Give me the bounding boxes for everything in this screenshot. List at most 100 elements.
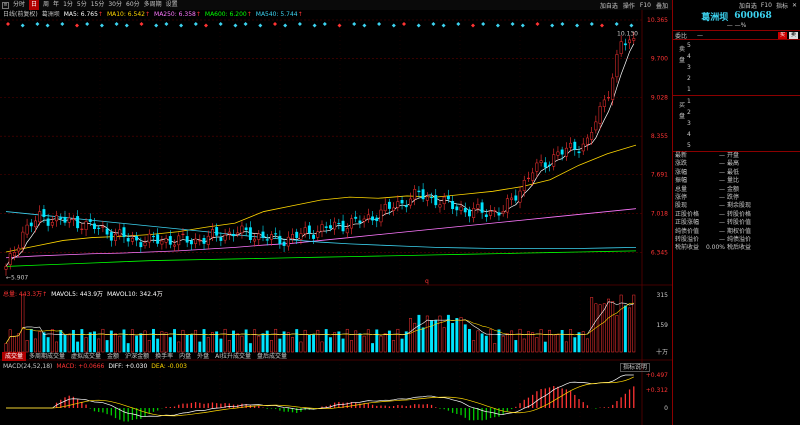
- candle-body: [628, 39, 632, 44]
- indicator-tab[interactable]: 多周期成交量: [29, 353, 66, 360]
- period-tab[interactable]: 日: [29, 0, 40, 10]
- period-tab[interactable]: 设置: [165, 1, 178, 8]
- volume-bar: [564, 341, 568, 353]
- buy-button[interactable]: 买: [777, 31, 787, 39]
- volume-bar: [581, 331, 585, 353]
- stat-row: 正股价格 — 转股价格: [675, 211, 798, 219]
- volume-bar: [375, 329, 379, 353]
- indicator-tab[interactable]: 内盘: [179, 353, 192, 360]
- candle-body: [505, 198, 509, 213]
- diff-line: [6, 374, 634, 417]
- candle-body: [168, 236, 172, 245]
- signal-marker: [352, 22, 357, 26]
- candle-body: [366, 214, 370, 219]
- price-axis-label: 7.018: [651, 210, 668, 217]
- signal-marker: [550, 23, 555, 28]
- stat-cell: —: [719, 177, 725, 185]
- signal-marker: [193, 22, 198, 26]
- volume-bar: [320, 341, 324, 353]
- candle-body: [446, 195, 450, 200]
- candle-body: [623, 43, 627, 46]
- kline-chart[interactable]: 10.365 9.700 9.028 8.355 7.691 7.018 6.345 10.1…: [0, 10, 672, 425]
- volume-bar: [623, 305, 627, 353]
- candle-body: [409, 198, 412, 206]
- indicator-tab[interactable]: 金额: [107, 353, 120, 360]
- signal-marker: [179, 23, 184, 28]
- toolbar-right-item[interactable]: 加自选: [599, 2, 618, 10]
- volume-bar: [522, 338, 526, 353]
- indicator-tab[interactable]: AI拉升成交量: [215, 353, 251, 360]
- sell-button[interactable]: 卖: [788, 31, 798, 39]
- volume-bar: [510, 330, 514, 353]
- panel-top-item[interactable]: F10: [760, 1, 772, 9]
- macd-name: MACD(24,52,18): [3, 363, 53, 370]
- dea-value: DEA: -0.003: [151, 363, 187, 370]
- stat-cell: [759, 169, 798, 177]
- volume-bar: [417, 314, 421, 353]
- candle-body: [101, 226, 105, 228]
- book-divider: [673, 95, 800, 96]
- volume-bar: [577, 332, 581, 353]
- toolbar-right-item[interactable]: 操作: [622, 2, 635, 10]
- stat-cell: 振幅: [675, 177, 688, 185]
- volume-bar: [468, 328, 471, 353]
- indicator-tab[interactable]: 成交量: [2, 352, 27, 361]
- toolbar-right-item[interactable]: F10: [639, 1, 651, 9]
- period-tab[interactable]: 多周期: [143, 1, 162, 8]
- stat-row: 振幅 — 量比: [675, 177, 798, 185]
- period-tab[interactable]: 年: [53, 1, 60, 8]
- panel-top-item[interactable]: 指标: [775, 2, 788, 10]
- volume-bar: [93, 331, 96, 353]
- candle-body: [93, 223, 96, 230]
- indicator-tab[interactable]: 虚拟成交量: [71, 353, 102, 360]
- volume-bar: [71, 329, 75, 353]
- signal-marker: [431, 22, 436, 26]
- close-icon[interactable]: ✕: [791, 1, 797, 9]
- stat-cell: —: [719, 193, 725, 201]
- volume-bar: [118, 335, 122, 353]
- volume-bar: [185, 334, 189, 353]
- indicator-tab[interactable]: 外盘: [197, 353, 210, 360]
- signal-marker: [510, 22, 515, 26]
- candle-body: [345, 228, 349, 234]
- candle-body: [602, 99, 606, 107]
- indicator-tab[interactable]: 盘后成交量: [257, 353, 288, 360]
- volume-bar: [421, 327, 425, 353]
- volume-bar: [366, 329, 370, 353]
- menu-icon[interactable]: ≡: [2, 1, 9, 9]
- candle-body: [189, 240, 193, 245]
- volume-bar: [324, 329, 328, 353]
- stock-name-label: 葛洲坝: [41, 11, 60, 18]
- candle-body: [80, 228, 84, 230]
- signal-marker: [471, 23, 475, 28]
- period-tabs: 分时日周年 1分 5分 15分 30分 60分 多周期 设置: [9, 0, 178, 10]
- candle-body: [425, 196, 429, 201]
- candle-body: [4, 266, 8, 270]
- stat-cell: —: [719, 202, 725, 210]
- panel-top-item[interactable]: 加自选: [738, 2, 757, 10]
- book-level: 3: [687, 120, 691, 127]
- candle-body: [337, 223, 341, 225]
- marker-annotation: q: [425, 278, 429, 285]
- period-tab[interactable]: 5分: [76, 1, 87, 8]
- period-tab[interactable]: 周: [43, 1, 50, 8]
- candle-body: [219, 237, 223, 241]
- candle-body: [560, 149, 564, 155]
- candle-body: [535, 162, 539, 172]
- signal-marker: [377, 22, 382, 26]
- period-tab[interactable]: 30分: [108, 1, 122, 8]
- toolbar-right-item[interactable]: 叠加: [655, 2, 668, 10]
- period-tab[interactable]: 15分: [90, 1, 105, 8]
- period-tab[interactable]: 60分: [126, 1, 140, 8]
- period-tab[interactable]: 分时: [13, 1, 26, 8]
- indicator-help-button[interactable]: 指标说明: [620, 363, 651, 372]
- indicator-tab[interactable]: 沪深金额: [125, 353, 150, 360]
- indicator-tab[interactable]: 换手率: [155, 353, 174, 360]
- volume-bar: [383, 333, 387, 353]
- candle-body: [282, 241, 286, 246]
- candle-body: [21, 231, 25, 248]
- signal-marker: [416, 23, 421, 28]
- order-ratio-label: 委比: [675, 32, 688, 40]
- period-tab[interactable]: 1分: [63, 1, 73, 8]
- volume-bar: [362, 335, 366, 353]
